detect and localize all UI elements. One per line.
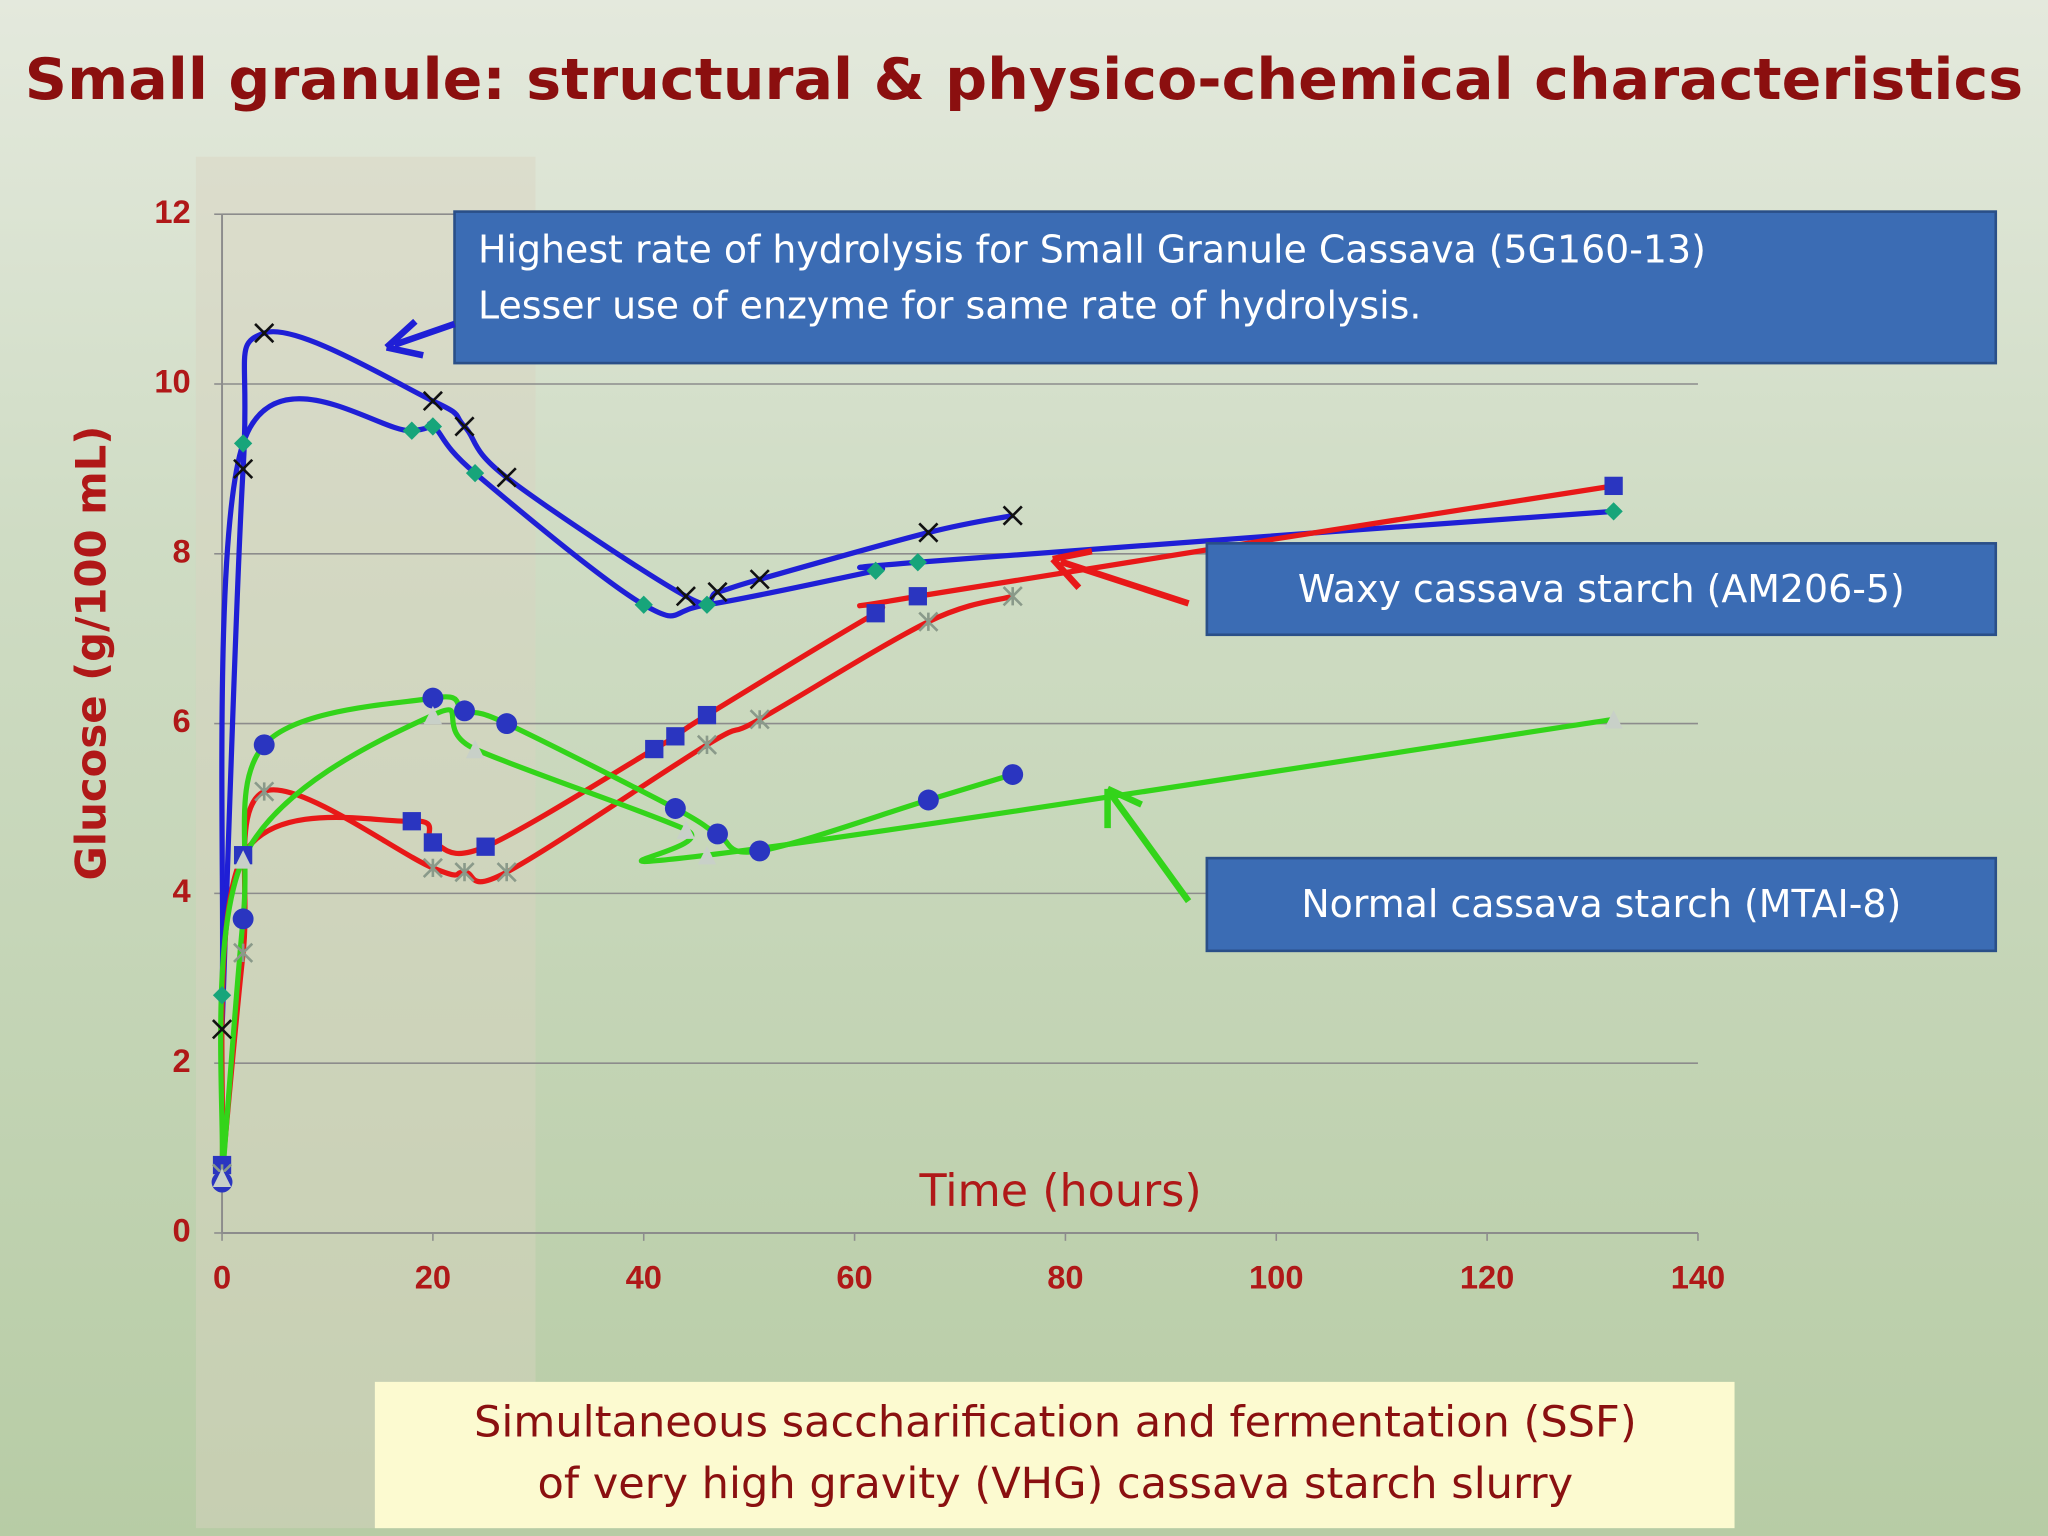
data-point [233, 942, 254, 963]
data-point [749, 840, 771, 862]
data-point [454, 862, 475, 883]
caption-text: of very high gravity (VHG) cassava starc… [538, 1459, 1574, 1509]
data-point [645, 739, 664, 759]
data-point [422, 390, 443, 412]
y-tick-label: 10 [154, 363, 190, 400]
data-point [866, 561, 885, 580]
data-point [676, 820, 696, 839]
x-tick-label: 100 [1249, 1259, 1303, 1296]
x-tick-label: 140 [1671, 1259, 1725, 1296]
callout-text: Normal cassava starch (MTAI-8) [1301, 882, 1901, 926]
data-point [496, 862, 517, 883]
data-point [212, 1168, 232, 1187]
y-tick-label: 12 [154, 193, 190, 230]
data-point [1002, 764, 1024, 785]
series-line [219, 329, 1014, 1030]
y-tick-label: 2 [173, 1042, 191, 1079]
data-point [866, 604, 885, 623]
data-point [1002, 505, 1023, 526]
data-point [1002, 586, 1023, 607]
data-point [696, 734, 718, 755]
data-point [465, 464, 485, 483]
arrow [393, 320, 456, 348]
data-point [465, 739, 485, 759]
data-point [233, 434, 253, 453]
data-point [476, 837, 495, 856]
data-point [917, 789, 939, 811]
data-point [496, 467, 517, 488]
y-tick-label: 6 [173, 702, 191, 739]
data-point [908, 587, 927, 606]
callout-box [453, 210, 1998, 365]
data-point [666, 727, 685, 746]
data-point [423, 417, 443, 436]
data-point [749, 709, 770, 730]
data-point [1604, 710, 1623, 729]
data-point [211, 1019, 233, 1040]
data-point [918, 522, 939, 543]
slide-title: Small granule: structural & physico-chem… [25, 46, 2023, 113]
data-point [707, 823, 728, 845]
arrow-head [1050, 547, 1093, 590]
data-point [423, 705, 443, 725]
arrow [1059, 558, 1190, 607]
y-axis-label: Glucose (g/100 mL) [67, 426, 116, 881]
data-point [233, 850, 253, 869]
data-point [918, 611, 939, 632]
data-point [675, 586, 696, 607]
callout-text: Lesser use of enzyme for same rate of hy… [478, 284, 1421, 328]
data-point [212, 986, 232, 1005]
data-point [749, 569, 770, 590]
x-axis-label: Time (hours) [918, 1166, 1201, 1217]
data-point [454, 416, 475, 437]
callout-box [1205, 856, 1998, 953]
y-tick-label: 0 [173, 1212, 191, 1249]
data-point [422, 857, 443, 878]
x-tick-label: 60 [836, 1259, 872, 1296]
data-point [697, 705, 717, 725]
callout-text: Highest rate of hydrolysis for Small Gra… [478, 228, 1706, 272]
x-tick-label: 80 [1047, 1259, 1083, 1296]
arrow-head [1104, 785, 1143, 829]
data-point [697, 846, 717, 865]
caption-text: Simultaneous saccharification and fermen… [474, 1397, 1637, 1447]
x-tick-label: 40 [626, 1259, 662, 1296]
data-point [1604, 476, 1623, 496]
callout-box [1205, 542, 1998, 637]
x-tick-label: 120 [1460, 1259, 1514, 1296]
y-tick-label: 8 [173, 532, 191, 569]
x-tick-label: 20 [415, 1259, 451, 1296]
data-point [402, 812, 421, 831]
y-tick-label: 4 [173, 872, 191, 909]
data-point [454, 700, 475, 722]
callout-text: Waxy cassava starch (AM206-5) [1298, 567, 1905, 611]
caption-box [374, 1381, 1735, 1529]
data-point [664, 798, 686, 819]
data-point [233, 458, 254, 479]
data-point [254, 781, 275, 802]
data-point [232, 908, 254, 930]
arrow [1110, 794, 1192, 904]
data-point [707, 581, 728, 603]
data-point [422, 687, 444, 709]
data-point [253, 734, 275, 756]
arrow-head [384, 318, 424, 359]
data-point [423, 833, 443, 852]
data-point [496, 713, 518, 735]
x-tick-label: 0 [213, 1259, 231, 1296]
data-point [254, 322, 275, 344]
